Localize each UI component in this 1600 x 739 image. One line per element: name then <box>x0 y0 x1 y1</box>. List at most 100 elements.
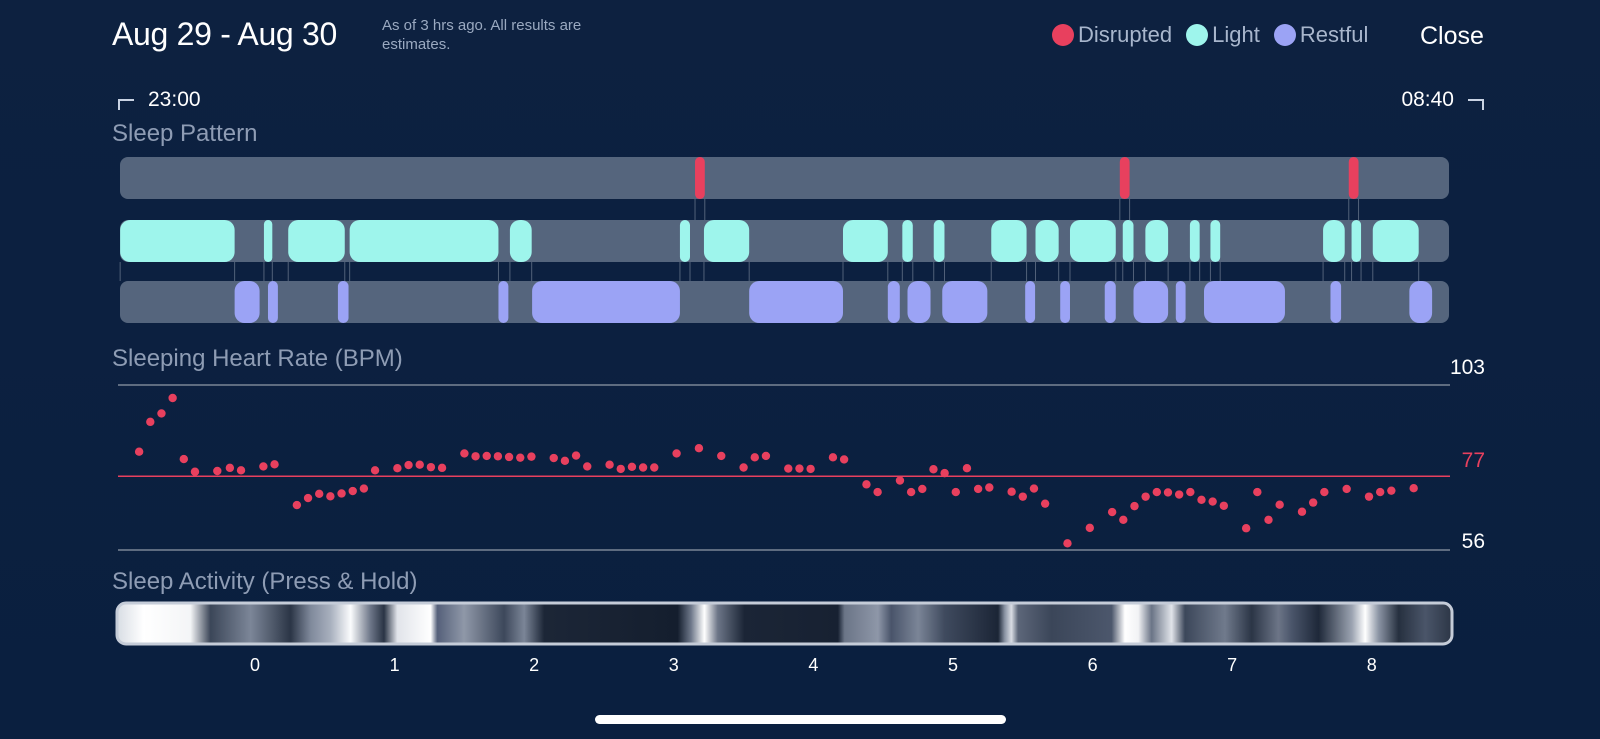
segment-restful <box>498 281 509 323</box>
hr-point <box>795 464 804 473</box>
segment-restful <box>1025 281 1036 323</box>
hr-point <box>437 463 447 473</box>
hr-point <box>157 409 166 418</box>
segment-light <box>842 220 888 262</box>
hr-point <box>1040 499 1050 508</box>
segment-light <box>679 220 690 262</box>
hr-point <box>315 489 324 499</box>
hr-point <box>415 460 424 469</box>
hr-point <box>326 492 335 501</box>
segment-disrupted <box>1119 157 1130 199</box>
axis-tick-label: 7 <box>1227 655 1238 675</box>
segment-light <box>509 220 532 262</box>
legend-disrupted-label: Disrupted <box>1078 22 1173 47</box>
hr-point <box>359 484 369 493</box>
hr-point <box>929 465 938 474</box>
legend-light: Light <box>1186 22 1260 48</box>
hr-point <box>571 451 581 460</box>
hr-point <box>370 466 380 475</box>
segment-light <box>120 220 235 262</box>
hr-point <box>605 460 614 469</box>
restful-dot-icon <box>1273 24 1296 46</box>
hr-point <box>1308 498 1318 507</box>
hr-point <box>962 464 972 473</box>
hr-point <box>694 443 704 453</box>
hr-point <box>906 487 916 497</box>
hr-point <box>627 462 637 471</box>
hr-point <box>985 483 994 492</box>
hr-point <box>146 417 155 427</box>
axis-tick-label: 1 <box>389 655 400 675</box>
segment-restful <box>942 281 988 323</box>
segment-restful <box>1060 281 1070 323</box>
segment-restful <box>749 281 843 323</box>
segment-restful <box>1330 281 1342 323</box>
segment-light <box>1189 220 1200 262</box>
hr-point <box>460 449 469 458</box>
sleep-pattern-label: Sleep Pattern <box>112 120 258 147</box>
bracket-right-icon <box>1468 98 1484 110</box>
timeline-start: 23:00 <box>118 88 201 112</box>
heart-rate-label: Sleeping Heart Rate (BPM) <box>112 345 403 372</box>
hr-point <box>471 452 480 461</box>
hr-point <box>549 453 558 463</box>
segment-light <box>933 220 945 262</box>
segment-light <box>349 220 499 262</box>
estimate-note: As of 3 hrs ago. All results are estimat… <box>382 17 582 53</box>
hr-point <box>1275 500 1284 509</box>
legend-light-label: Light <box>1212 22 1260 47</box>
segment-restful <box>907 281 931 323</box>
hr-point <box>225 463 235 473</box>
hr-point <box>1253 487 1262 497</box>
hr-point <box>134 447 144 456</box>
segment-light <box>1145 220 1169 262</box>
sleep-activity-label: Sleep Activity (Press & Hold) <box>112 568 418 595</box>
segment-light <box>1069 220 1116 262</box>
segment-restful <box>532 281 680 323</box>
home-indicator[interactable] <box>595 715 1006 724</box>
close-button[interactable]: Close <box>1420 22 1484 50</box>
hr-point <box>292 500 302 510</box>
segment-light <box>1372 220 1419 262</box>
segment-restful <box>1104 281 1116 323</box>
segment-light <box>1035 220 1059 262</box>
segment-light <box>991 220 1027 262</box>
hr-max-value: 103 <box>1449 356 1485 379</box>
hr-point <box>873 487 882 497</box>
hr-point <box>1375 487 1385 497</box>
hr-point <box>1208 497 1217 506</box>
axis-tick-label: 2 <box>529 655 540 675</box>
legend: Disrupted Light Restful <box>1052 22 1382 48</box>
segment-restful <box>267 281 278 323</box>
hr-point <box>739 463 748 472</box>
segment-light <box>1210 220 1221 262</box>
axis-tick-label: 0 <box>249 655 260 675</box>
segment-light <box>1122 220 1134 262</box>
hr-point <box>806 464 815 474</box>
hr-point <box>1141 492 1150 501</box>
start-time: 23:00 <box>148 88 201 111</box>
hr-point <box>1342 484 1351 494</box>
hr-point <box>236 466 246 475</box>
stage-connectors <box>119 199 1420 281</box>
hr-point <box>1320 487 1329 497</box>
hr-point <box>1219 501 1229 510</box>
light-dot-icon <box>1186 24 1209 46</box>
hr-point <box>1152 487 1162 497</box>
axis-tick-label: 5 <box>947 655 958 675</box>
hr-point <box>761 451 771 461</box>
hr-point <box>940 468 949 478</box>
hr-point <box>337 489 346 498</box>
hr-avg-value: 77 <box>1461 449 1485 472</box>
hr-point <box>560 456 570 466</box>
segment-disrupted <box>695 157 705 199</box>
axis-tick-label: 3 <box>668 655 679 675</box>
page-title: Aug 29 - Aug 30 <box>112 16 338 52</box>
hr-point <box>583 462 592 471</box>
hr-point <box>839 455 849 464</box>
hr-point <box>1107 507 1117 517</box>
segment-restful <box>1175 281 1186 323</box>
axis-tick-label: 6 <box>1087 655 1098 675</box>
hr-point <box>1085 523 1095 533</box>
segment-disrupted <box>1348 157 1359 199</box>
